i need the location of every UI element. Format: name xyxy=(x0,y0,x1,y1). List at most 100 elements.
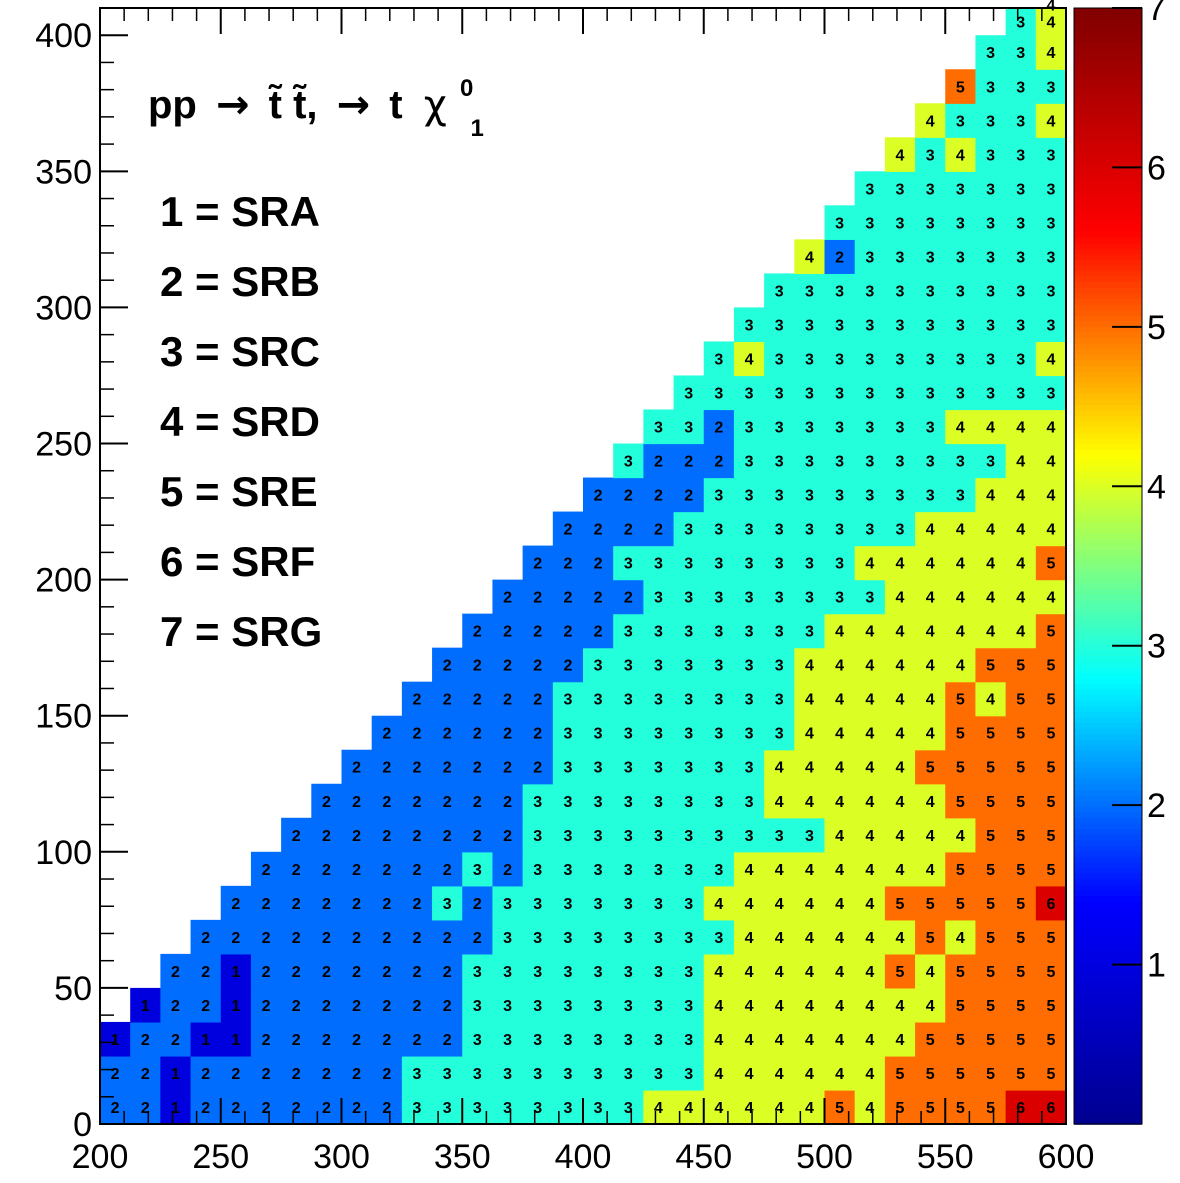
cell-value-label: 2 xyxy=(322,828,331,845)
heatmap-cell xyxy=(1035,341,1067,377)
heatmap-cell xyxy=(915,851,946,887)
cell-value-label: 3 xyxy=(835,522,844,539)
heatmap-cell xyxy=(281,851,312,887)
heatmap-cell xyxy=(311,851,343,887)
cell-value-label: 3 xyxy=(986,351,995,368)
heatmap-cell xyxy=(884,1055,916,1091)
x-tick-label: 200 xyxy=(72,1138,129,1176)
heatmap-cell xyxy=(190,1055,222,1091)
heatmap-cell xyxy=(884,613,916,649)
heatmap-cell xyxy=(945,1089,977,1125)
cell-value-label: 4 xyxy=(865,930,874,947)
colorbar-segment xyxy=(1074,158,1142,166)
cell-value-label: 3 xyxy=(1016,385,1025,402)
heatmap-cell xyxy=(583,749,614,785)
cell-value-label: 3 xyxy=(865,488,874,505)
colorbar-segment xyxy=(1074,476,1142,484)
cell-value-label: 3 xyxy=(805,385,814,402)
heatmap-cell xyxy=(975,613,1007,649)
cell-value-label: 4 xyxy=(775,1032,784,1049)
heatmap-cell xyxy=(522,851,554,887)
cell-value-label: 2 xyxy=(141,1100,150,1117)
cell-value-label: 3 xyxy=(503,930,512,947)
cell-value-label: 3 xyxy=(775,420,784,437)
heatmap-cell xyxy=(854,307,886,343)
heatmap-cell xyxy=(915,171,946,206)
cell-value-label: 2 xyxy=(413,726,422,743)
colorbar-segment xyxy=(1074,1107,1142,1114)
cell-value-label: 4 xyxy=(805,794,814,811)
heatmap-cell xyxy=(643,1055,675,1091)
cell-value-label: 2 xyxy=(352,1032,361,1049)
cell-value-label: 3 xyxy=(413,1066,422,1083)
cell-value-label: 5 xyxy=(1016,1066,1025,1083)
colorbar-segment xyxy=(1074,465,1142,472)
heatmap-cell xyxy=(643,511,675,547)
cell-value-label: 5 xyxy=(1046,556,1055,573)
heatmap-cells xyxy=(100,8,1067,1125)
cell-value-label: 2 xyxy=(352,1100,361,1117)
cell-value-label: 4 xyxy=(956,930,965,947)
heatmap-cell xyxy=(703,783,735,819)
heatmap-cell xyxy=(432,1089,463,1125)
heatmap-cell xyxy=(854,1089,886,1125)
heatmap-cell xyxy=(1035,409,1067,445)
cell-value-label: 3 xyxy=(624,1100,633,1117)
heatmap-cell xyxy=(1035,69,1067,104)
cell-value-label: 3 xyxy=(714,726,723,743)
cell-value-label: 4 xyxy=(865,964,874,981)
heatmap-cell xyxy=(613,1089,644,1125)
cell-value-label: 3 xyxy=(714,556,723,573)
heatmap-cell xyxy=(1005,715,1037,751)
heatmap-cell xyxy=(522,715,554,751)
heatmap-cell xyxy=(613,817,644,853)
heatmap-cell xyxy=(583,783,614,819)
heatmap-cell xyxy=(733,341,765,377)
cell-value-label: 3 xyxy=(624,964,633,981)
cell-value-label: 5 xyxy=(1046,794,1055,811)
cell-value-label: 4 xyxy=(1016,420,1025,437)
cell-value-label: 4 xyxy=(956,522,965,539)
colorbar-segment xyxy=(1074,47,1142,54)
colorbar-segment xyxy=(1074,499,1142,506)
cell-value-label: 4 xyxy=(805,1100,814,1117)
cell-value-label: 3 xyxy=(926,351,935,368)
heatmap-cell xyxy=(492,919,524,955)
cell-value-label: 3 xyxy=(835,488,844,505)
heatmap-cell xyxy=(915,137,946,172)
colorbar-segment xyxy=(1074,1068,1142,1075)
colorbar-segment xyxy=(1074,872,1142,880)
heatmap-cell xyxy=(884,987,916,1023)
cell-value-label: 3 xyxy=(654,1066,663,1083)
cell-value-label: 5 xyxy=(926,760,935,777)
heatmap-cell xyxy=(341,1055,373,1091)
heatmap-cell xyxy=(522,953,554,989)
heatmap-cell xyxy=(703,749,735,785)
heatmap-cell xyxy=(1005,885,1037,921)
cell-value-label: 5 xyxy=(1046,828,1055,845)
heatmap-cell xyxy=(824,443,856,479)
colorbar-segment xyxy=(1074,119,1142,126)
colorbar-segment xyxy=(1074,515,1142,523)
colorbar-segment xyxy=(1074,588,1142,595)
process-arrow: → xyxy=(216,82,250,128)
cell-value-label: 3 xyxy=(865,351,874,368)
cell-value-label: 3 xyxy=(745,454,754,471)
colorbar-segment xyxy=(1074,1029,1142,1036)
heatmap-cell xyxy=(794,953,826,989)
cell-value-label: 2 xyxy=(382,998,391,1015)
cell-value-label: 3 xyxy=(1016,317,1025,334)
process-stop-pair: t̃ t̃, xyxy=(268,83,318,127)
heatmap-cell xyxy=(915,273,946,309)
cell-value-label: 3 xyxy=(805,624,814,641)
colorbar-segment xyxy=(1074,956,1142,963)
heatmap-cell xyxy=(824,749,856,785)
cell-value-label: 5 xyxy=(956,862,965,879)
heatmap-cell xyxy=(220,1055,252,1091)
cell-value-label: 5 xyxy=(896,964,905,981)
colorbar-segment xyxy=(1074,180,1142,188)
heatmap-cell xyxy=(794,749,826,785)
colorbar-segment xyxy=(1074,8,1142,15)
cell-value-label: 4 xyxy=(865,896,874,913)
heatmap-cell xyxy=(401,783,433,819)
